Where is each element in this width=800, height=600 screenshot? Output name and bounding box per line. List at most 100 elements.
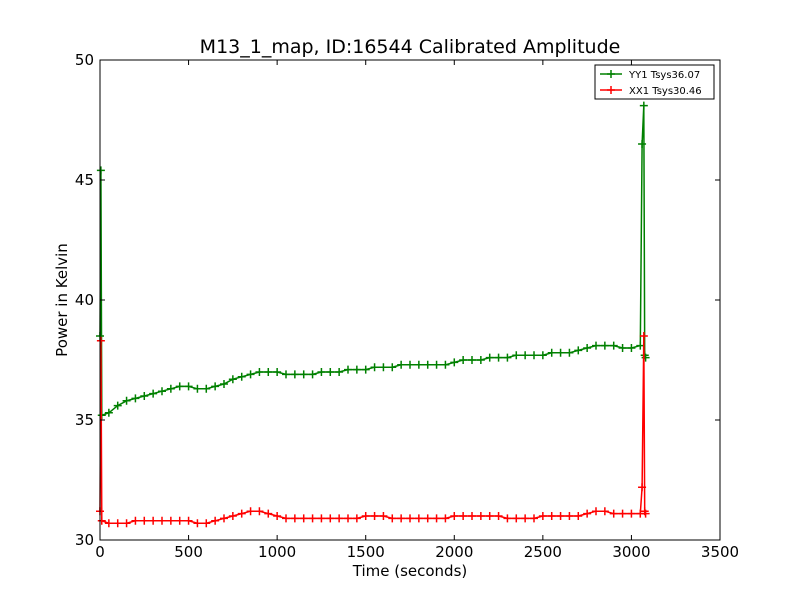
y-tick-label: 30 xyxy=(75,531,94,549)
data-point xyxy=(592,507,600,516)
data-point xyxy=(494,353,503,362)
data-point xyxy=(335,368,344,376)
legend-label: YY1 Tsys36.07 xyxy=(628,70,700,81)
data-point xyxy=(600,341,609,350)
x-tick-label: 2500 xyxy=(524,543,562,561)
data-point xyxy=(521,514,530,523)
data-point xyxy=(96,336,105,345)
data-point xyxy=(618,509,627,518)
data-point xyxy=(638,140,647,148)
data-point xyxy=(600,507,609,516)
data-point xyxy=(592,341,600,350)
data-point xyxy=(255,368,264,376)
data-point xyxy=(441,360,450,369)
series-1 xyxy=(96,101,650,420)
data-point xyxy=(158,516,166,525)
data-point xyxy=(184,516,193,525)
legend-marker xyxy=(607,86,615,94)
data-point xyxy=(299,514,308,523)
data-point xyxy=(104,408,113,417)
data-point xyxy=(494,512,503,520)
data-point xyxy=(175,382,184,391)
data-point xyxy=(556,512,565,520)
data-point xyxy=(530,514,538,523)
data-point xyxy=(184,382,193,391)
data-point xyxy=(641,509,650,518)
data-point xyxy=(485,512,494,520)
data-point xyxy=(639,332,648,340)
data-point xyxy=(237,509,246,518)
x-tick-label: 2000 xyxy=(435,543,473,561)
data-point xyxy=(503,514,512,523)
data-point xyxy=(547,512,556,520)
data-point xyxy=(149,389,158,398)
data-point xyxy=(202,519,211,528)
data-point xyxy=(326,368,335,376)
data-point xyxy=(220,380,228,388)
data-point xyxy=(512,514,521,523)
data-point xyxy=(512,351,521,360)
data-point xyxy=(273,512,282,520)
data-point xyxy=(308,370,317,379)
data-point xyxy=(639,101,648,110)
data-point xyxy=(565,512,574,520)
data-point xyxy=(122,396,131,405)
data-point xyxy=(193,384,202,393)
data-point xyxy=(627,509,636,518)
data-point xyxy=(638,483,647,492)
data-point xyxy=(627,344,636,352)
data-point xyxy=(344,365,352,374)
data-point xyxy=(317,368,326,376)
data-point xyxy=(609,509,618,518)
data-point xyxy=(406,360,414,369)
data-point xyxy=(352,514,361,523)
legend: YY1 Tsys36.07 XX1 Tsys30.46 xyxy=(594,64,715,100)
data-point xyxy=(432,514,441,523)
y-tick-label: 50 xyxy=(75,51,94,69)
y-tick-label: 40 xyxy=(75,291,94,309)
x-tick-label: 0 xyxy=(95,543,105,561)
data-point xyxy=(317,514,326,523)
data-point xyxy=(202,384,211,393)
data-point xyxy=(149,516,158,525)
data-point xyxy=(450,512,459,520)
data-point xyxy=(273,368,282,376)
data-point xyxy=(450,358,459,367)
y-tick-label: 45 xyxy=(75,171,94,189)
data-point xyxy=(131,394,140,403)
legend-marker xyxy=(607,70,615,78)
data-point xyxy=(113,519,122,528)
ticks-layer: 0 500 1000 1500 2000 2500 3000 3500 30 35 40 45 50 xyxy=(75,51,739,561)
data-point xyxy=(556,348,565,357)
data-point xyxy=(397,514,406,523)
data-point xyxy=(282,370,290,379)
data-point xyxy=(290,514,299,523)
data-point xyxy=(361,512,370,520)
data-point xyxy=(485,353,494,362)
data-point xyxy=(140,392,149,400)
data-point xyxy=(299,370,308,379)
data-point xyxy=(388,363,397,372)
data-point xyxy=(264,368,273,376)
data-point xyxy=(388,514,397,523)
legend-label: XX1 Tsys30.46 xyxy=(629,86,702,97)
chart-title: M13_1_map, ID:16544 Calibrated Amplitude xyxy=(200,36,621,58)
series-layer xyxy=(96,101,650,528)
data-point xyxy=(423,360,432,369)
data-point xyxy=(166,516,175,525)
y-axis-label: Power in Kelvin xyxy=(53,243,71,357)
data-point xyxy=(521,351,530,360)
data-point xyxy=(282,514,290,523)
data-point xyxy=(352,365,361,374)
data-point xyxy=(565,348,574,357)
series-2 xyxy=(96,332,650,528)
data-point xyxy=(211,516,220,525)
data-point xyxy=(503,353,512,362)
data-point xyxy=(175,516,184,525)
x-tick-label: 3500 xyxy=(701,543,739,561)
data-point xyxy=(583,509,592,518)
data-point xyxy=(379,512,388,520)
data-point xyxy=(246,507,255,516)
data-point xyxy=(140,516,149,525)
data-point xyxy=(468,512,476,520)
